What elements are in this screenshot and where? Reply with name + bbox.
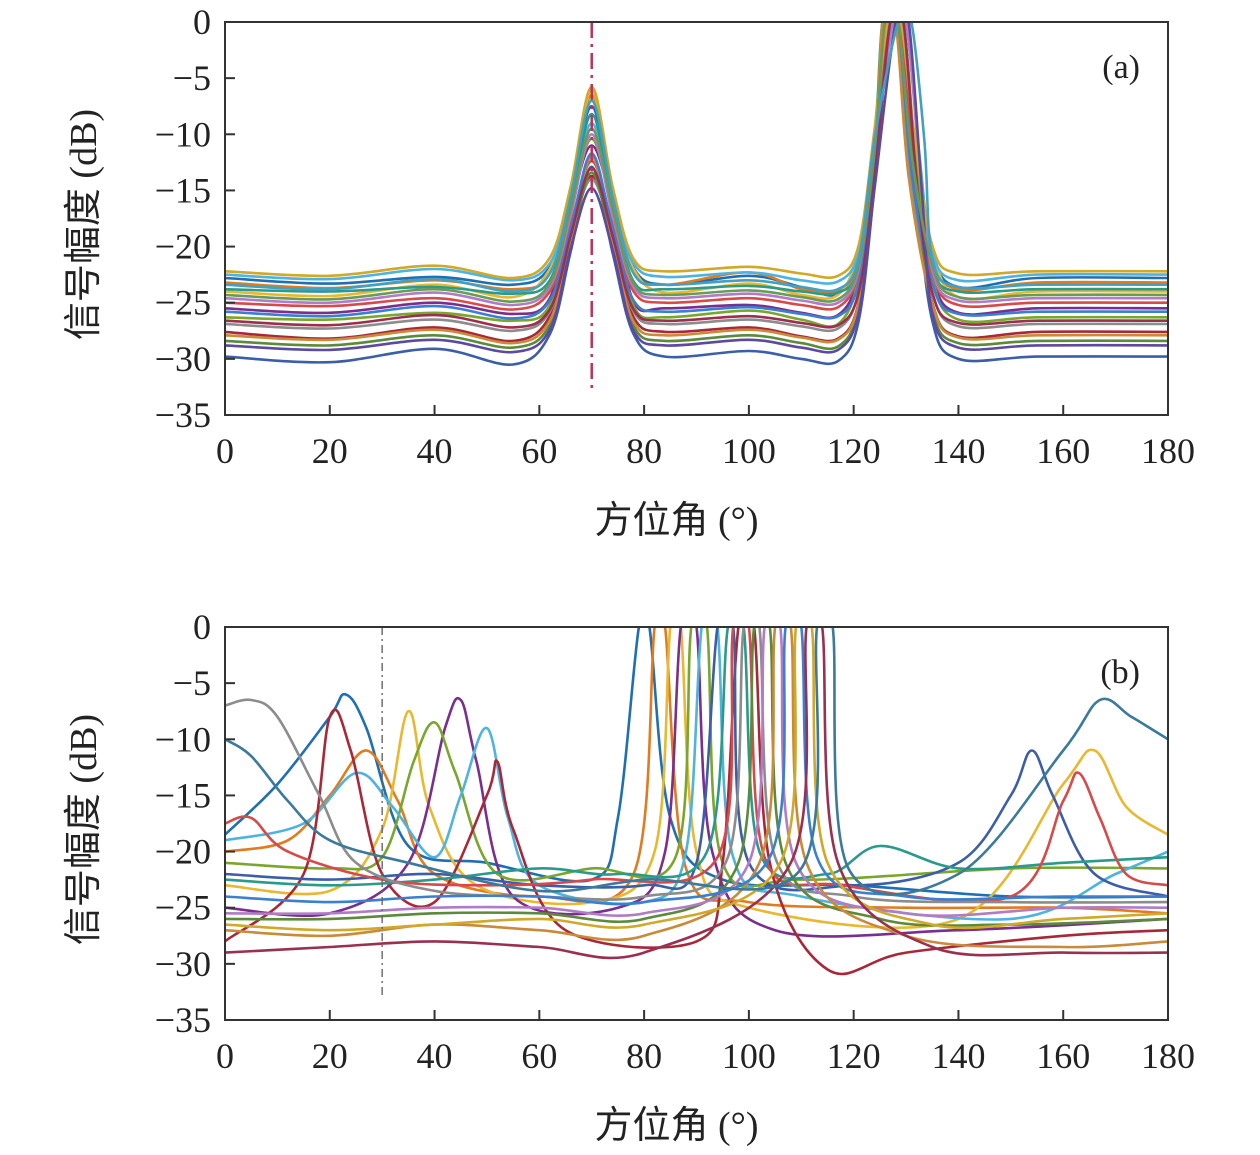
x-tick-label: 20 (312, 1036, 348, 1076)
x-tick-label: 20 (312, 431, 348, 471)
series-line-2 (225, 22, 1168, 295)
series-line-8 (225, 627, 1168, 898)
y-axis-title: 信号幅度 (dB) (63, 714, 105, 945)
series-line-18 (225, 627, 1168, 896)
x-tick-label: 60 (521, 1036, 557, 1076)
series-line-13 (225, 627, 1168, 918)
series-group (225, 22, 1168, 366)
plot-frame (224, 626, 1169, 1021)
x-tick-label: 0 (216, 431, 234, 471)
x-tick-label: 0 (216, 1036, 234, 1076)
y-tick-label: −25 (155, 888, 211, 928)
series-line-16 (225, 627, 1168, 932)
x-tick-label: 120 (827, 431, 881, 471)
x-tick-label: 140 (931, 1036, 985, 1076)
series-line-15 (225, 627, 1168, 906)
chart-panel-b: 0 20 40 60 80 100 120 140 160 180 0 −5 −10 −15 −20 −25 −… (63, 607, 1195, 1147)
y-tick-label: −30 (155, 944, 211, 984)
x-tick-label: 80 (626, 1036, 662, 1076)
series-line-13 (225, 22, 1168, 307)
series-line-20 (225, 22, 1168, 293)
x-tick-label: 80 (626, 431, 662, 471)
series-line-12 (225, 627, 1168, 927)
plot-frame (224, 21, 1169, 416)
series-line-19 (225, 22, 1168, 303)
series-line-9 (225, 627, 1168, 887)
x-tick-label: 140 (931, 431, 985, 471)
x-tick-label: 40 (417, 1036, 453, 1076)
series-line-18 (225, 22, 1168, 354)
y-tick-label: 0 (193, 2, 211, 42)
series-line-3 (225, 22, 1168, 301)
y-tick-label: −30 (155, 339, 211, 379)
y-axis-title: 信号幅度 (dB) (63, 109, 105, 340)
x-tick-label: 160 (1036, 1036, 1090, 1076)
y-tick-label: 0 (193, 607, 211, 647)
panel-label: (b) (1100, 654, 1140, 691)
series-line-1 (225, 22, 1168, 297)
x-tick-label: 180 (1141, 1036, 1195, 1076)
series-line-5 (225, 627, 1168, 889)
y-tick-label: −25 (155, 283, 211, 323)
series-line-10 (225, 22, 1168, 311)
series-line-6 (225, 22, 1168, 285)
x-tick-label: 100 (722, 1036, 776, 1076)
y-tick-label: −15 (155, 170, 211, 210)
series-line-14 (225, 627, 1168, 949)
y-tick-label: −15 (155, 775, 211, 815)
series-group (225, 627, 1168, 976)
series-line-2 (225, 627, 1168, 915)
x-tick-label: 120 (827, 1036, 881, 1076)
series-line-6 (225, 627, 1168, 921)
x-axis-title: 方位角 (°) (594, 500, 758, 542)
series-line-12 (225, 22, 1168, 351)
y-tick-label: −20 (155, 832, 211, 872)
series-line-16 (225, 22, 1168, 280)
series-line-17 (225, 627, 1168, 960)
y-tick-label: −5 (173, 58, 211, 98)
x-tick-label: 60 (521, 431, 557, 471)
x-axis-title: 方位角 (°) (594, 1105, 758, 1147)
x-tick-label: 40 (417, 431, 453, 471)
y-tick-label: −35 (155, 395, 211, 435)
panel-label: (a) (1102, 49, 1140, 86)
x-tick-label: 180 (1141, 431, 1195, 471)
y-tick-label: −10 (155, 114, 211, 154)
series-line-7 (225, 627, 1168, 976)
chart-panel-a: 0 20 40 60 80 100 120 140 160 180 0 −5 −10 −15 −20 −25 −… (63, 2, 1195, 542)
y-tick-label: −20 (155, 227, 211, 267)
series-line-14 (225, 22, 1168, 345)
series-line-9 (225, 22, 1168, 296)
x-tick-label: 160 (1036, 431, 1090, 471)
x-tick-label: 100 (722, 431, 776, 471)
y-tick-label: −35 (155, 1000, 211, 1040)
y-tick-label: −10 (155, 719, 211, 759)
y-tick-label: −5 (173, 663, 211, 703)
